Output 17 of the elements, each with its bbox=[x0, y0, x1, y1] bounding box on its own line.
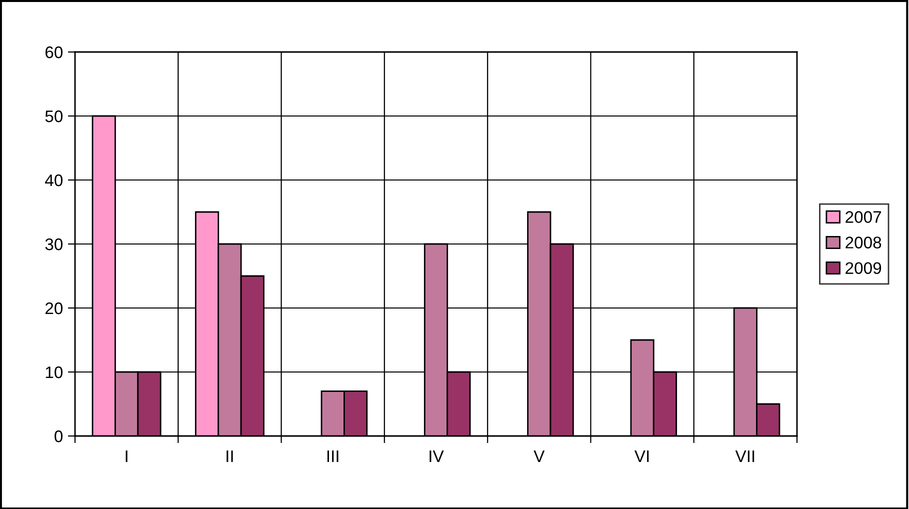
x-tick-label: III bbox=[327, 450, 338, 462]
x-tick-label: V bbox=[534, 450, 545, 462]
x-tick-label: IV bbox=[430, 450, 444, 462]
legend-label: 2008 bbox=[846, 236, 882, 248]
y-tick-label: 50 bbox=[45, 110, 63, 122]
y-tick-label: 30 bbox=[45, 238, 63, 250]
y-tick-label: 10 bbox=[46, 366, 63, 378]
y-tick-label: 60 bbox=[46, 46, 63, 58]
x-tick-label: I bbox=[126, 450, 128, 462]
y-tick-label: 20 bbox=[45, 302, 63, 314]
legend-label: 2009 bbox=[846, 262, 882, 274]
y-tick-label: 0 bbox=[54, 430, 63, 442]
legend-label: 2007 bbox=[846, 211, 882, 223]
x-tick-label: VI bbox=[634, 450, 649, 462]
y-tick-label: 40 bbox=[45, 174, 63, 186]
x-tick-label: II bbox=[226, 450, 233, 462]
x-tick-label: VII bbox=[735, 450, 754, 462]
